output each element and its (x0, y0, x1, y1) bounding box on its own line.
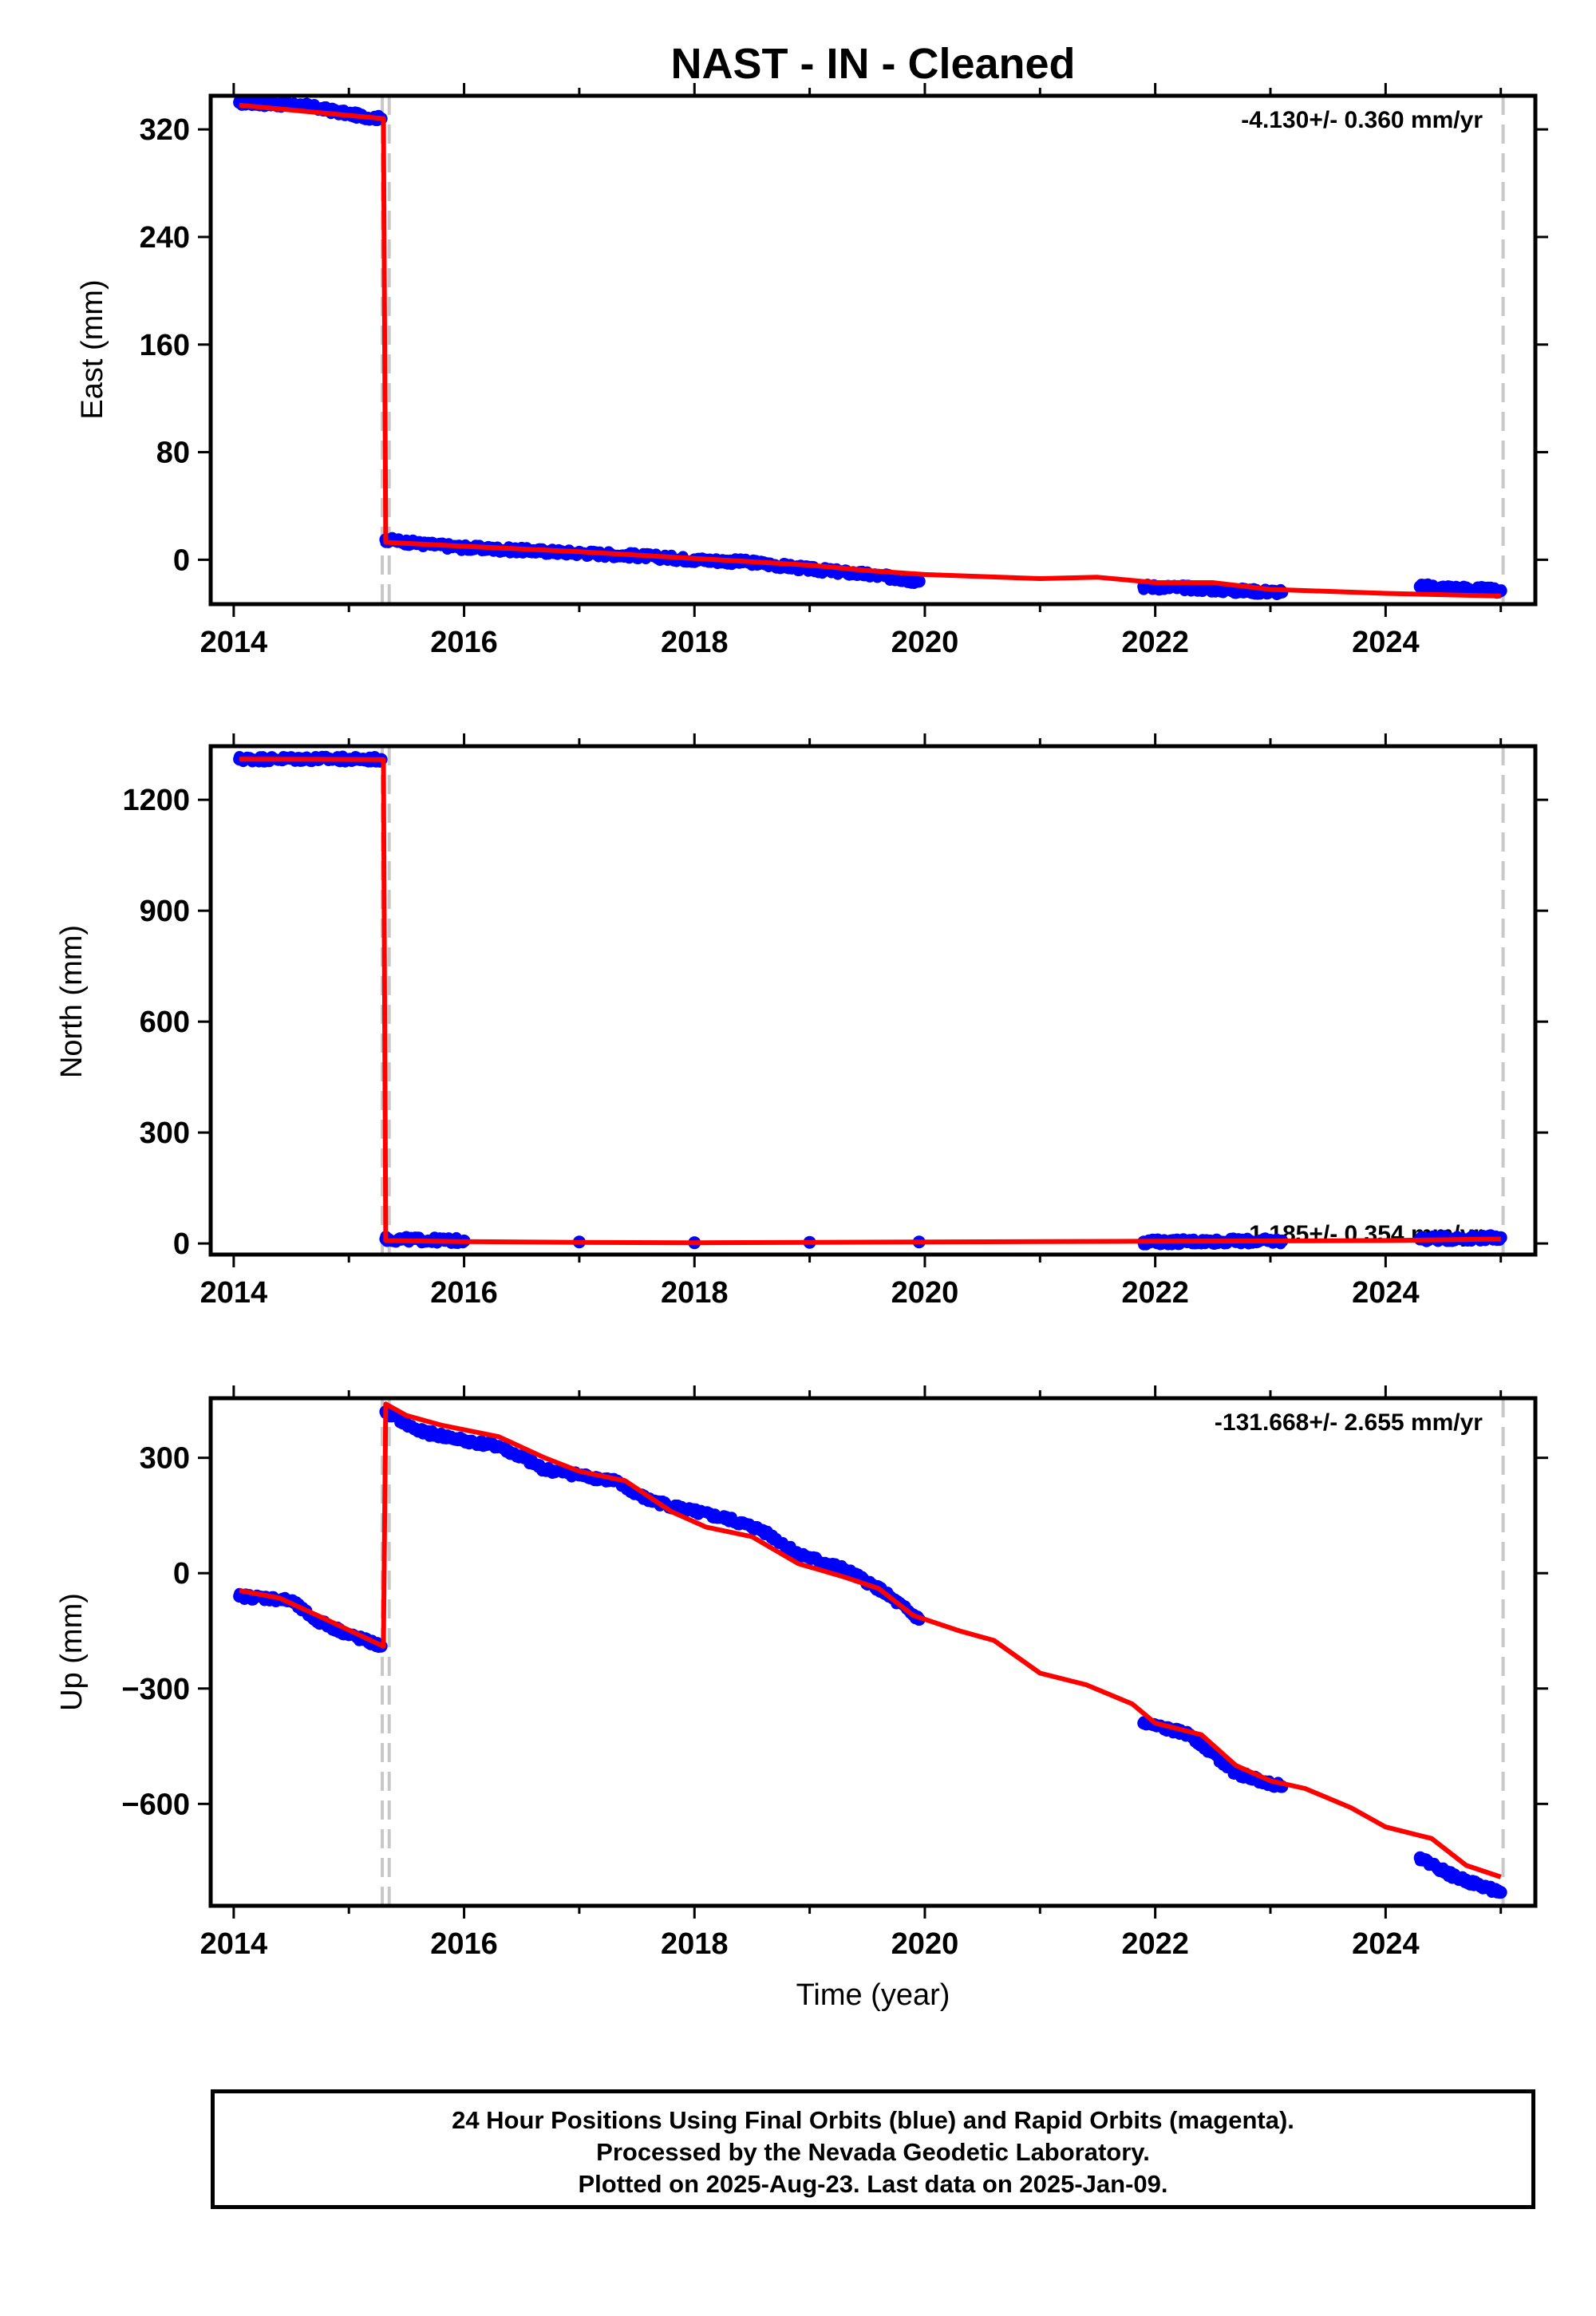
up-panel: Up (mm) -131.668+/- 2.655 mm/yr −600 −300… (55, 1385, 1548, 1961)
up-xtick-label-4: 2022 (1121, 1927, 1189, 1961)
north-ytick-label-0: 0 (173, 1227, 190, 1261)
up-data-point-16 (757, 1524, 770, 1538)
east-ytick-label-4: 320 (140, 113, 190, 147)
up-data-point-21 (1137, 1717, 1151, 1730)
north-xtick-label-1: 2016 (430, 1276, 498, 1310)
north-observations (233, 750, 1507, 1251)
up-ytick-label-3: 300 (140, 1442, 190, 1476)
up-xtick-label-2: 2018 (661, 1927, 729, 1961)
chart-title: NAST - IN - Cleaned (670, 40, 1075, 88)
east-xtick-label-4: 2022 (1121, 626, 1189, 659)
up-xtick-label-1: 2016 (430, 1927, 498, 1961)
up-data-point-23 (1229, 1766, 1242, 1780)
east-panel: East (mm) -4.130+/- 0.360 mm/yr 0 80 160 24… (76, 83, 1548, 659)
north-xtick-label-3: 2020 (891, 1276, 959, 1310)
up-rate-label: -131.668+/- 2.655 mm/yr (1215, 1409, 1483, 1436)
north-plot-frame (208, 744, 1538, 1257)
north-xtick-label-4: 2022 (1121, 1276, 1189, 1310)
caption-line-3: Plotted on 2025-Aug-23. Last data on 202… (578, 2170, 1168, 2198)
north-xtick-label-5: 2024 (1352, 1276, 1420, 1310)
east-plot-frame (208, 93, 1538, 607)
up-ytick-label-0: −600 (121, 1788, 190, 1821)
east-xtick-label-0: 2014 (200, 626, 268, 659)
up-data-point-18 (837, 1563, 851, 1576)
east-data-point-21 (1413, 580, 1427, 594)
up-data-point-14 (688, 1505, 701, 1519)
east-data-point-22 (1448, 581, 1461, 595)
up-data-point-7 (411, 1424, 425, 1437)
north-ytick-label-2: 600 (140, 1006, 190, 1039)
east-ytick-label-3: 240 (140, 221, 190, 255)
up-plot-frame (208, 1396, 1538, 1908)
east-xtick-label-1: 2016 (430, 626, 498, 659)
north-y-axis-label: North (mm) (55, 925, 89, 1078)
up-observations (233, 1404, 1507, 1899)
east-rate-label: -4.130+/- 0.360 mm/yr (1241, 107, 1483, 133)
up-data-point-9 (492, 1440, 505, 1453)
east-data-point-2 (296, 98, 310, 112)
up-data-point-15 (722, 1512, 736, 1526)
up-data-point-8 (457, 1434, 471, 1447)
east-observations (233, 96, 1507, 601)
up-data-point-26 (1448, 1870, 1461, 1883)
up-data-point-17 (792, 1547, 805, 1561)
caption-box: 24 Hour Positions Using Final Orbits (bl… (211, 2089, 1535, 2209)
east-ytick-label-2: 160 (140, 329, 190, 362)
x-axis-label: Time (year) (796, 1978, 950, 2012)
north-ytick-label-3: 900 (140, 895, 190, 928)
caption-line-1: 24 Hour Positions Using Final Orbits (bl… (452, 2106, 1294, 2134)
up-xtick-label-0: 2014 (200, 1927, 268, 1961)
east-xtick-label-5: 2024 (1352, 626, 1420, 659)
up-data-point-10 (538, 1463, 551, 1476)
up-data-point-25 (1413, 1851, 1427, 1864)
up-xtick-label-3: 2020 (891, 1927, 959, 1961)
up-ytick-label-2: 0 (173, 1557, 190, 1591)
north-xtick-label-2: 2018 (661, 1276, 729, 1310)
east-model-line (239, 102, 1501, 599)
up-xtick-label-5: 2024 (1352, 1927, 1420, 1961)
caption-line-2: Processed by the Nevada Geodetic Laborat… (596, 2138, 1150, 2166)
north-model-line (239, 757, 1501, 1246)
up-ytick-label-1: −300 (121, 1673, 190, 1706)
east-xtick-label-2: 2018 (661, 626, 729, 659)
east-ytick-label-1: 80 (156, 437, 190, 470)
up-model-line (239, 1401, 1502, 1879)
east-xtick-label-3: 2020 (891, 626, 959, 659)
east-y-axis-label: East (mm) (76, 279, 109, 419)
north-ytick-label-4: 1200 (122, 784, 190, 817)
up-y-axis-label: Up (mm) (55, 1593, 89, 1711)
up-data-point-27 (1494, 1886, 1507, 1899)
north-ytick-label-1: 300 (140, 1117, 190, 1150)
east-data-point-16 (912, 575, 926, 588)
north-data-point-0 (233, 753, 247, 766)
north-panel: North (mm) 1.185+/- 0.354 mm/yr 03006009… (55, 733, 1548, 1310)
north-xtick-label-0: 2014 (200, 1276, 268, 1310)
east-ytick-label-0: 0 (173, 543, 190, 577)
